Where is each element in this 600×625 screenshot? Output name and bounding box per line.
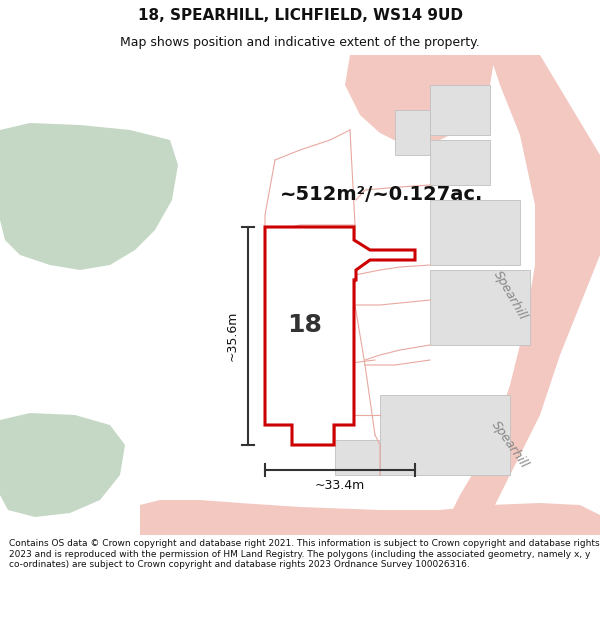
- Polygon shape: [0, 123, 178, 270]
- Polygon shape: [265, 227, 415, 445]
- Polygon shape: [395, 110, 430, 155]
- Text: ~512m²/~0.127ac.: ~512m²/~0.127ac.: [280, 186, 484, 204]
- Polygon shape: [430, 140, 490, 185]
- Text: Contains OS data © Crown copyright and database right 2021. This information is : Contains OS data © Crown copyright and d…: [9, 539, 599, 569]
- Polygon shape: [0, 413, 125, 517]
- Polygon shape: [140, 500, 600, 535]
- Text: Spearhill: Spearhill: [489, 419, 531, 471]
- Text: 18, SPEARHILL, LICHFIELD, WS14 9UD: 18, SPEARHILL, LICHFIELD, WS14 9UD: [137, 8, 463, 23]
- Polygon shape: [345, 55, 495, 145]
- Text: Spearhill: Spearhill: [491, 268, 529, 322]
- Polygon shape: [430, 200, 520, 265]
- Text: ~35.6m: ~35.6m: [226, 311, 239, 361]
- Text: Map shows position and indicative extent of the property.: Map shows position and indicative extent…: [120, 36, 480, 49]
- Text: ~33.4m: ~33.4m: [315, 479, 365, 492]
- Polygon shape: [335, 440, 380, 475]
- Polygon shape: [380, 395, 510, 475]
- Polygon shape: [430, 85, 490, 135]
- Polygon shape: [440, 55, 600, 535]
- Polygon shape: [430, 270, 530, 345]
- Text: 18: 18: [287, 313, 322, 337]
